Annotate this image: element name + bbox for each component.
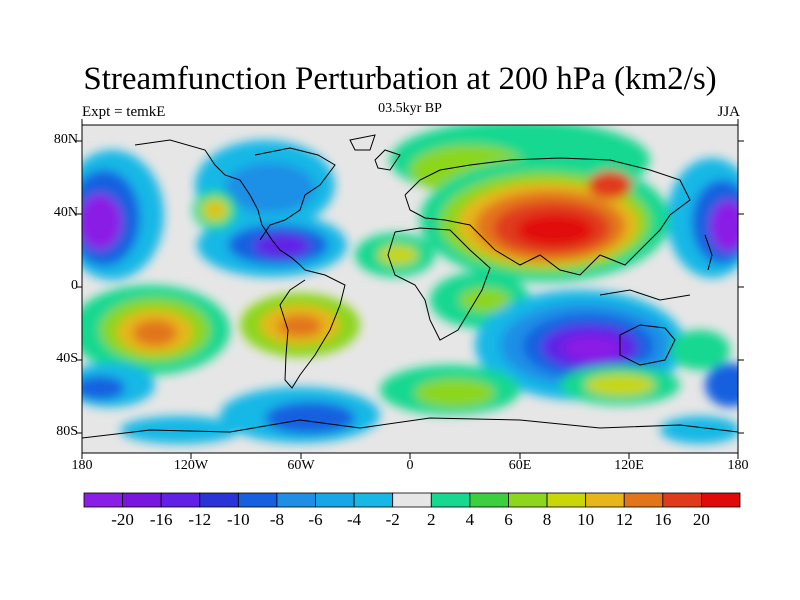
lat-label-80s: 80S (56, 424, 78, 439)
colorbar-swatch (662, 492, 702, 508)
colorbar-swatch (353, 492, 394, 508)
colorbar-label: -20 (111, 510, 134, 529)
coastlines (82, 134, 738, 439)
experiment-label: Expt = temkE (82, 104, 166, 120)
colorbar-swatch (392, 492, 432, 508)
streamfunction-field (82, 125, 738, 453)
colorbar-label: -12 (188, 510, 212, 529)
lon-label-120e: 120E (614, 458, 644, 473)
axis-ticks (76, 119, 744, 459)
lat-label-40s: 40S (56, 351, 78, 366)
lat-label-40n: 40N (53, 205, 78, 220)
lon-label-120w: 120W (173, 458, 209, 473)
colorbar-label: -10 (227, 510, 250, 529)
colorbar-swatch (315, 492, 355, 508)
colorbar-label: -16 (149, 510, 173, 529)
lon-label-0: 0 (406, 458, 414, 473)
lon-label-180w: 180 (71, 458, 93, 473)
period-label: 03.5kyr BP (378, 101, 442, 116)
colorbar-swatch (276, 492, 316, 508)
colorbar (83, 492, 741, 508)
colorbar-label: -4 (347, 510, 362, 529)
colorbar-swatch (83, 492, 123, 508)
colorbar-swatch (237, 492, 278, 508)
colorbar-swatch (469, 492, 509, 508)
plot-title: Streamfunction Perturbation at 200 hPa (… (83, 61, 717, 97)
lon-label-60e: 60E (508, 458, 532, 473)
lat-label-0: 0 (71, 278, 78, 293)
colorbar-label: 2 (427, 510, 436, 529)
colorbar-label: 6 (504, 510, 513, 529)
lat-label-80n: 80N (53, 132, 78, 147)
colorbar-swatch (701, 492, 741, 508)
colorbar-label: 8 (542, 510, 552, 529)
colorbar-swatch (430, 492, 471, 508)
colorbar-label: 20 (692, 510, 710, 529)
colorbar-label: -6 (308, 510, 323, 529)
colorbar-swatch (623, 492, 664, 508)
colorbar-swatch (122, 492, 162, 508)
colorbar-label: -2 (385, 510, 400, 529)
lon-label-60w: 60W (287, 458, 315, 473)
colorbar-swatch (199, 492, 239, 508)
colorbar-label: -8 (269, 510, 285, 529)
lon-label-180e: 180 (727, 458, 749, 473)
colorbar-label: 4 (465, 510, 475, 529)
season-label: JJA (717, 104, 740, 120)
colorbar-swatch (508, 492, 548, 508)
colorbar-swatch (546, 492, 587, 508)
colorbar-label: 10 (577, 510, 595, 529)
colorbar-swatch (160, 492, 201, 508)
colorbar-label: 16 (654, 510, 672, 529)
colorbar-swatch (585, 492, 625, 508)
colorbar-label: 12 (615, 510, 633, 529)
